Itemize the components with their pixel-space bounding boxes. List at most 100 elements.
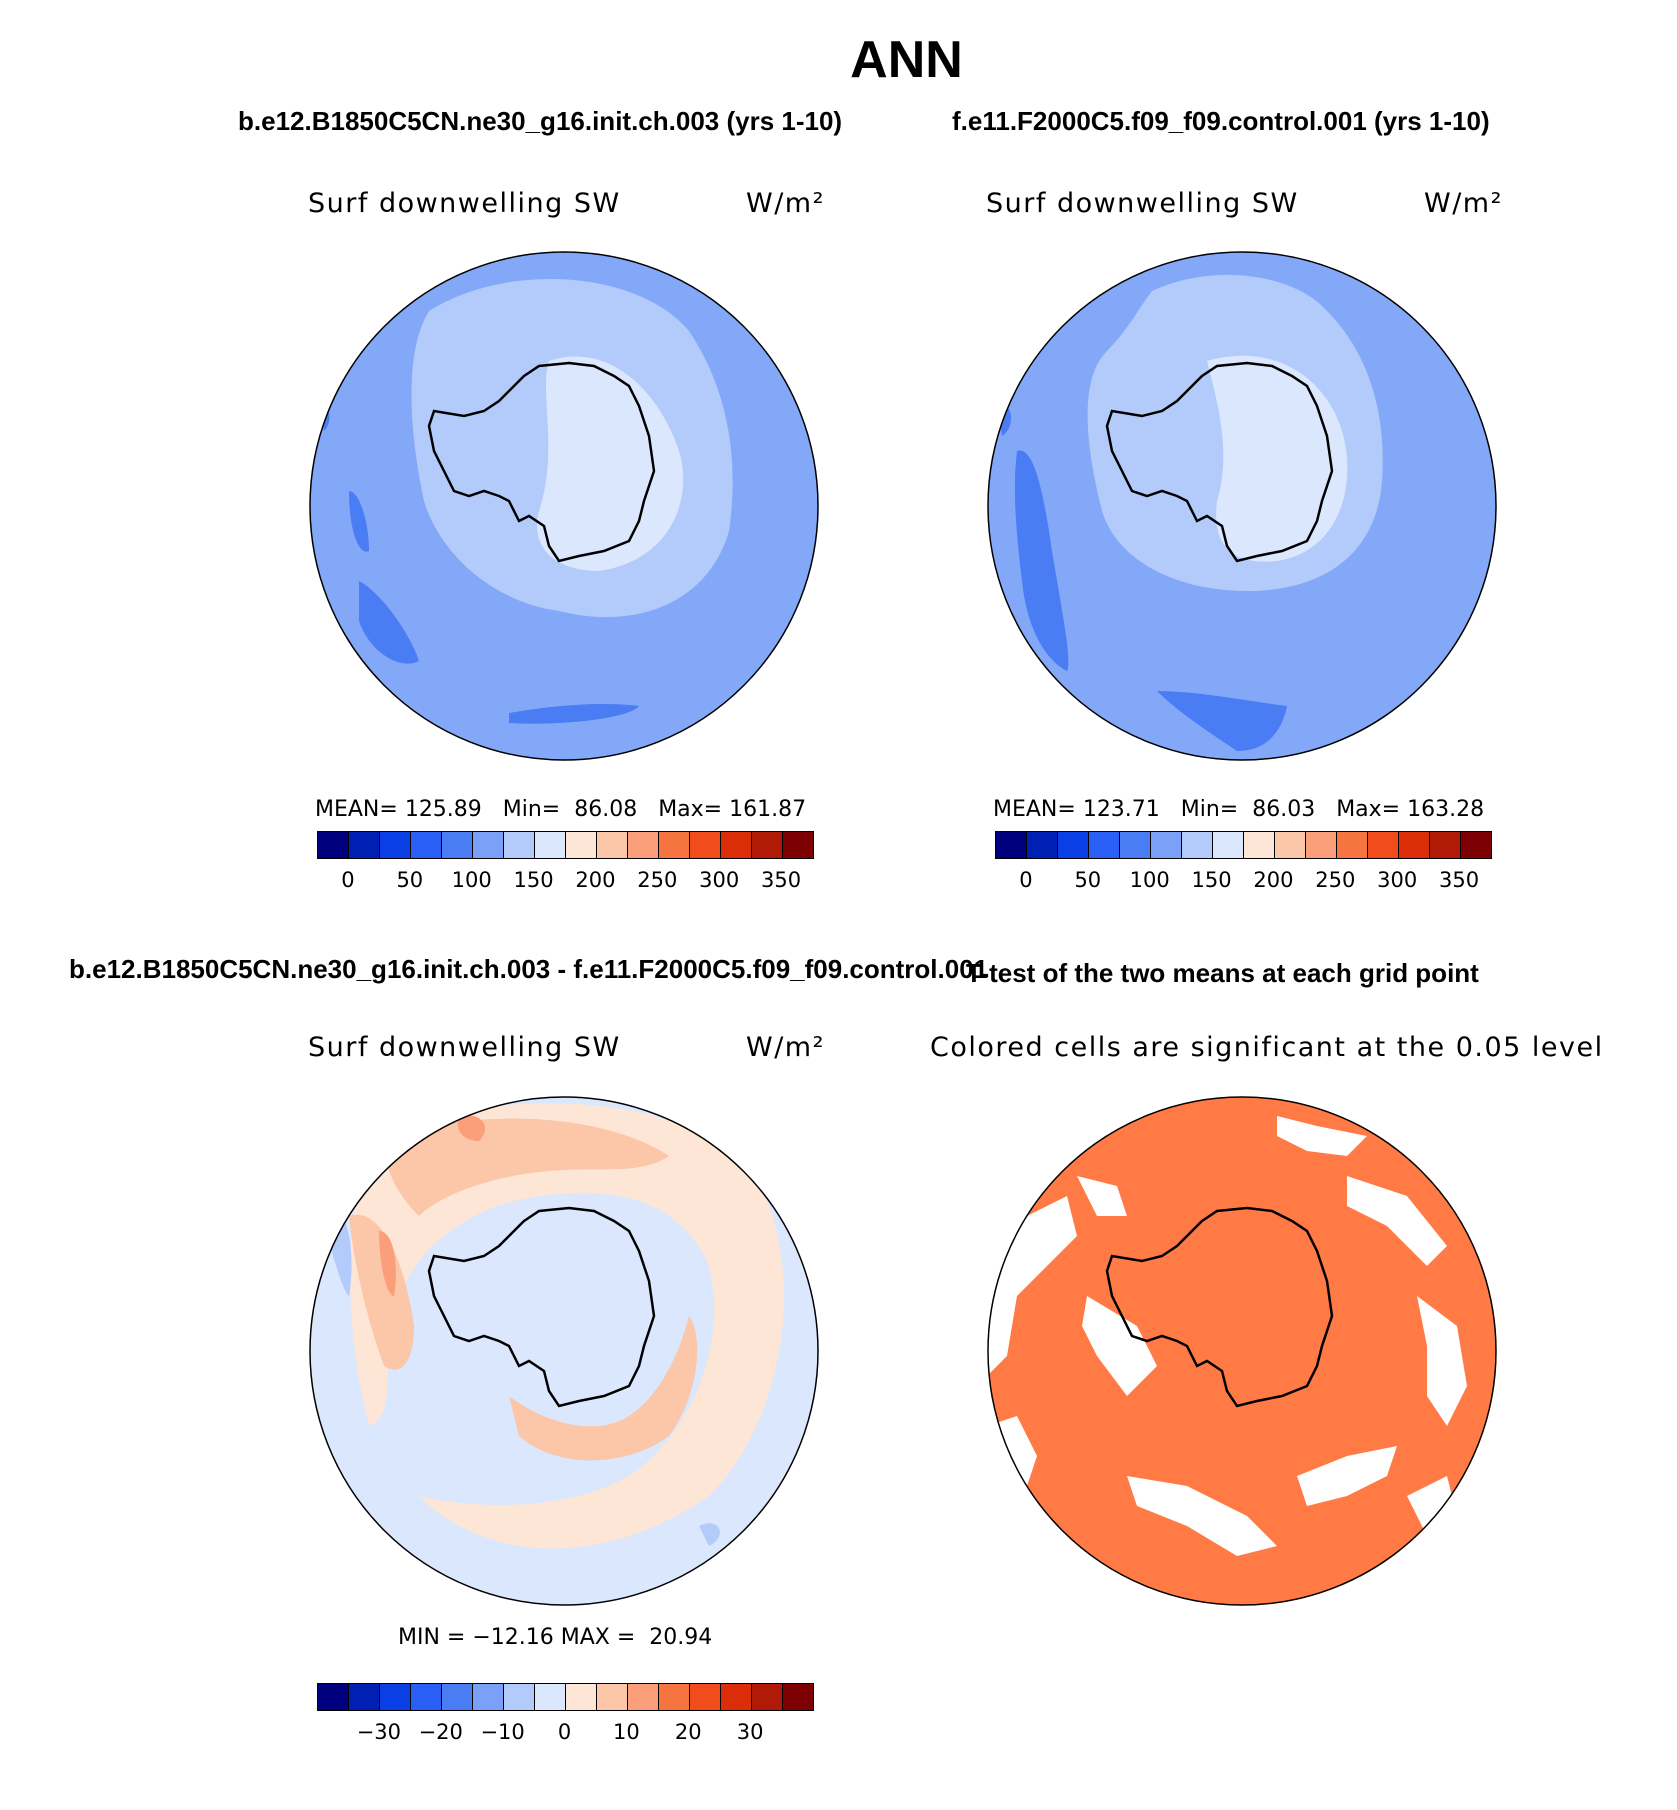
- panel2-colorbar-swatch: [1058, 832, 1089, 858]
- panel2-colorbar-tick-label: 300: [1377, 868, 1418, 892]
- panel2-colorbar-swatch: [1461, 832, 1491, 858]
- panel2-colorbar: [995, 831, 1492, 859]
- panel1-colorbar-swatch: [411, 832, 442, 858]
- panel2-colorbar-tick-label: 0: [1019, 868, 1033, 892]
- panel4-insig-patch-j: [1077, 1176, 1127, 1216]
- panel2-map-border: [987, 251, 1497, 761]
- panel3-ring-positive: [350, 1103, 784, 1549]
- panel2-band-175: [1207, 355, 1348, 562]
- panel1-colorbar-tick-label: 250: [637, 868, 678, 892]
- panel4-title: T-test of the two means at each grid poi…: [966, 958, 1479, 988]
- panel3-colorbar-tick-label: 10: [613, 1720, 640, 1744]
- panel4-insig-patch-h: [1082, 1296, 1157, 1396]
- panel2-colorbar-swatch: [1151, 832, 1182, 858]
- panel3-colorbar-swatch: [504, 1684, 535, 1710]
- figure-title: ANN: [850, 31, 963, 89]
- panel2-colorbar-swatch: [1306, 832, 1337, 858]
- panel3-map: [309, 1096, 819, 1606]
- panel3-colorbar-swatch: [659, 1684, 690, 1710]
- panel3-colorbar-swatch: [380, 1684, 411, 1710]
- panel3-colorbar-swatch: [442, 1684, 473, 1710]
- panel3-colorbar-swatch: [783, 1684, 813, 1710]
- panel3-map-border: [309, 1096, 819, 1606]
- panel3-stats: MIN = −12.16 MAX = 20.94: [398, 1625, 713, 1650]
- panel3-colorbar-tick-label: 20: [674, 1720, 702, 1744]
- panel4-map-border: [987, 1096, 1497, 1606]
- panel2-colorbar-tick-label: 100: [1129, 868, 1170, 892]
- panel1-case-title: b.e12.B1850C5CN.ne30_g16.init.ch.003 (yr…: [238, 106, 843, 136]
- panel2-colorbar-tick-label: 200: [1253, 868, 1294, 892]
- panel2-colorbar-swatch: [1430, 832, 1461, 858]
- panel4-insig-patch-c: [1277, 1116, 1367, 1156]
- panel1-colorbar-swatch: [349, 832, 380, 858]
- panel2-colorbar-swatch: [996, 832, 1027, 858]
- panel2-colorbar-swatch: [1182, 832, 1213, 858]
- panel2-units-label: W/m²: [1424, 188, 1503, 219]
- panel1-colorbar-swatch: [659, 832, 690, 858]
- panel2-colorbar-tick-label: 150: [1191, 868, 1232, 892]
- panel3-colorbar-tick-label: −30: [356, 1720, 402, 1744]
- panel1-variable-label: Surf downwelling SW: [308, 188, 621, 219]
- panel2-colorbar-swatch: [1275, 832, 1306, 858]
- panel1-colorbar-tick-label: 0: [341, 868, 355, 892]
- panel1-low-patch-b: [349, 491, 369, 552]
- panel1-colorbar-swatch: [597, 832, 628, 858]
- panel2-colorbar-swatch: [1213, 832, 1244, 858]
- panel2-low-patch-a: [1014, 450, 1069, 671]
- panel1-antarctica: [427, 361, 656, 563]
- panel1-colorbar-swatch: [318, 832, 349, 858]
- panel1-band-175: [537, 356, 684, 571]
- panel1-colorbar-tick-label: 300: [699, 868, 740, 892]
- panel2-colorbar-tick-label: 350: [1439, 868, 1480, 892]
- panel1-colorbar-swatch: [721, 832, 752, 858]
- panel1-colorbar-tick-label: 350: [761, 868, 802, 892]
- panel3-colorbar-swatch: [566, 1684, 597, 1710]
- panel3-colorbar-tick-label: −20: [418, 1720, 463, 1744]
- panel1-colorbar-swatch: [473, 832, 504, 858]
- panel3-west-max: [379, 1231, 396, 1296]
- panel3-colorbar-swatch: [535, 1684, 566, 1710]
- panel1-stats: MEAN= 125.89 Min= 86.08 Max= 161.87: [315, 797, 807, 822]
- panel4-insig-patch-e: [1417, 1296, 1467, 1426]
- panel1-colorbar-swatch: [566, 832, 597, 858]
- panel3-colorbar-swatch: [318, 1684, 349, 1710]
- panel3-north-max: [457, 1115, 486, 1141]
- panel4-map: [987, 1096, 1497, 1606]
- panel1-colorbar-swatch: [690, 832, 721, 858]
- panel2-colorbar-swatch: [1120, 832, 1151, 858]
- panel4-insig-patch-f: [1127, 1476, 1277, 1556]
- panel3-colorbar-tick-label: 30: [736, 1720, 764, 1744]
- panel3-colorbar-swatch: [411, 1684, 442, 1710]
- panel3-negative-south: [699, 1523, 720, 1546]
- panel1-colorbar-tick-label: 200: [575, 868, 616, 892]
- panel1-colorbar: [317, 831, 814, 859]
- panel3-colorbar-swatch: [690, 1684, 721, 1710]
- panel1-colorbar-swatch: [442, 832, 473, 858]
- panel3-ring-strong: [386, 1118, 669, 1216]
- panel3-case-title: b.e12.B1850C5CN.ne30_g16.init.ch.003 - f…: [69, 954, 989, 984]
- panel2-colorbar-swatch: [1089, 832, 1120, 858]
- panel3-colorbar-tick-label: 0: [557, 1720, 572, 1744]
- panel1-low-patch-a: [359, 581, 419, 664]
- panel3-colorbar-tick-label: −10: [480, 1720, 525, 1744]
- panel1-colorbar-swatch: [380, 832, 411, 858]
- panel1-units-label: W/m²: [746, 188, 825, 219]
- panel1-colorbar-swatch: [535, 832, 566, 858]
- panel1-low-patch-c: [509, 703, 639, 724]
- panel3-colorbar-swatch: [628, 1684, 659, 1710]
- panel3-colorbar-swatch: [597, 1684, 628, 1710]
- panel3-colorbar: [317, 1683, 814, 1711]
- panel4-insig-patch-d: [1347, 1176, 1447, 1266]
- panel4-subtitle: Colored cells are significant at the 0.0…: [930, 1032, 1604, 1063]
- panel3-colorbar-swatch: [752, 1684, 783, 1710]
- panel3-colorbar-swatch: [721, 1684, 752, 1710]
- panel2-colorbar-swatch: [1337, 832, 1368, 858]
- panel2-colorbar-swatch: [1399, 832, 1430, 858]
- panel2-low-patch-b: [1157, 691, 1287, 751]
- panel2-colorbar-swatch: [1244, 832, 1275, 858]
- panel1-map-border: [309, 251, 819, 761]
- panel3-antarctica-fill: [427, 1206, 656, 1408]
- panel2-map: [987, 251, 1497, 761]
- panel1-map: [309, 251, 819, 761]
- panel2-colorbar-tick-label: 50: [1074, 868, 1102, 892]
